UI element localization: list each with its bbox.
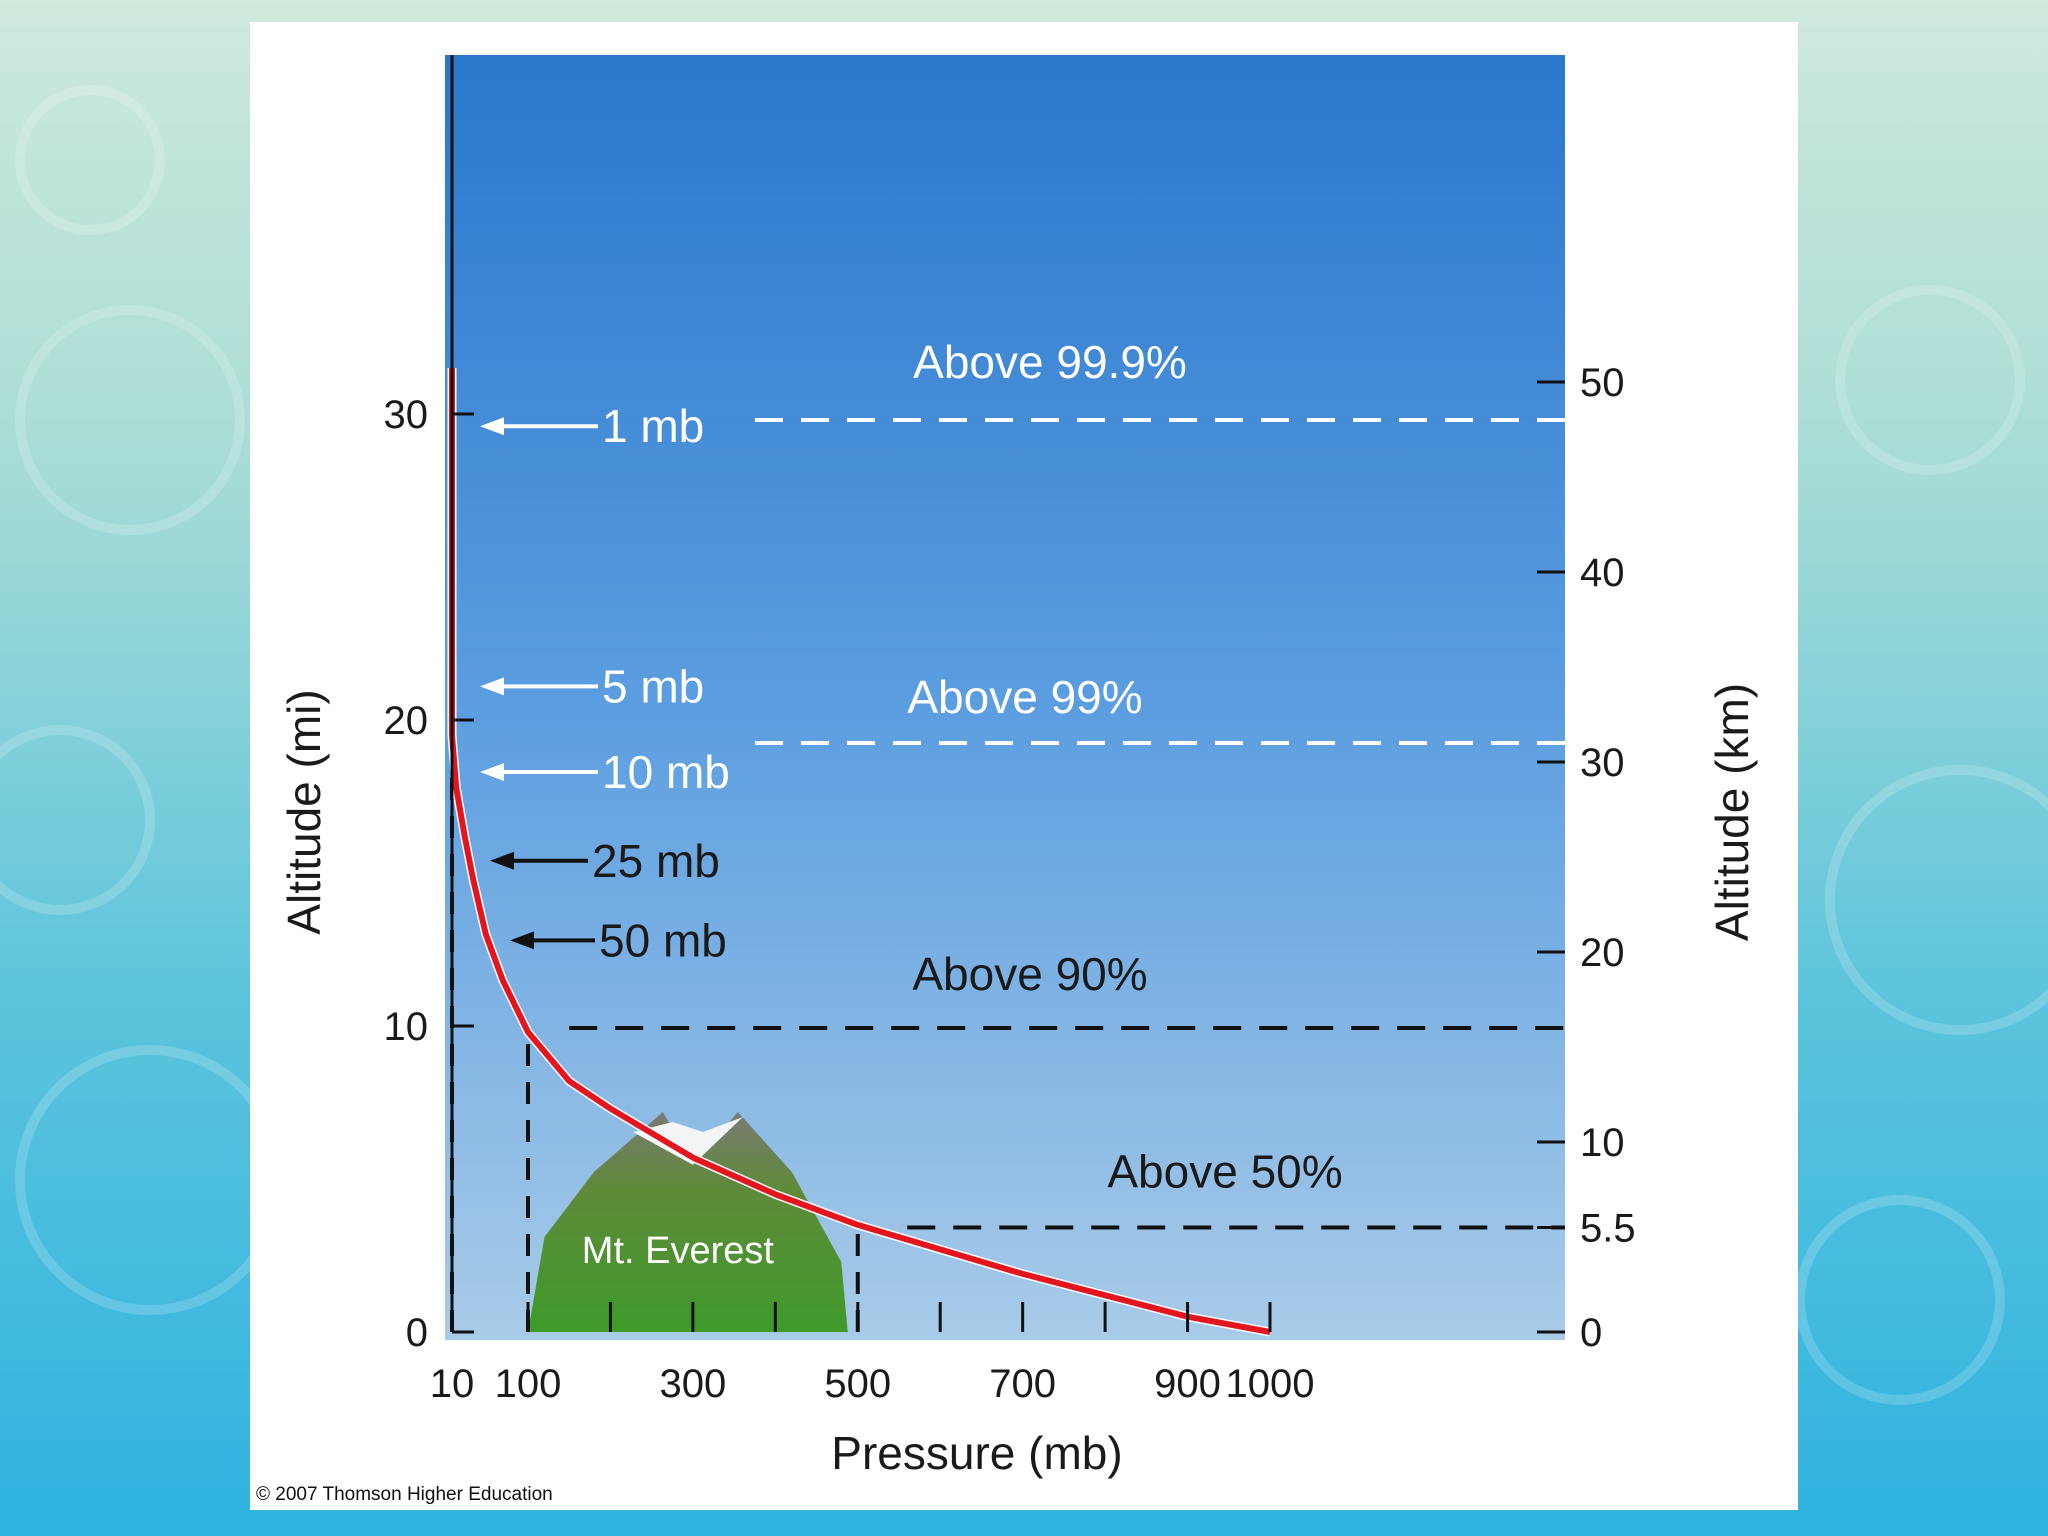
- mt-everest-label: Mt. Everest: [582, 1230, 775, 1272]
- y-right-tick-label-0: 0: [1580, 1311, 1602, 1355]
- y-right-tick-label-5.5: 5.5: [1580, 1207, 1636, 1251]
- mountain-snowcap: [632, 1117, 743, 1165]
- mountain-body: [528, 1112, 848, 1332]
- pressure-label-0: 1 mb: [602, 400, 704, 452]
- x-tick-label-900: 900: [1154, 1362, 1221, 1406]
- mountain-illustration: Mt. Everest: [528, 1112, 848, 1332]
- mass-label-3: Above 50%: [1107, 1146, 1342, 1198]
- y-left-tick-label-30: 30: [384, 393, 429, 437]
- pressure-arrow-head-3: [490, 851, 514, 870]
- x-tick-label-500: 500: [824, 1362, 891, 1406]
- x-tick-label-700: 700: [989, 1362, 1056, 1406]
- pressure-label-2: 10 mb: [602, 746, 730, 798]
- y-axis-title-left: Altitude (mi): [278, 689, 330, 934]
- pressure-markers: 1 mb 5 mb 10 mb 25 mb 50 mb: [480, 400, 730, 966]
- axes: 10 100 300 500 700 900 1000010203005.510203040…: [384, 55, 1636, 1406]
- y-left-tick-label-20: 20: [384, 699, 429, 743]
- x-tick-label-1000: 1000: [1226, 1362, 1315, 1406]
- mass-label-1: Above 99%: [907, 671, 1142, 723]
- pressure-altitude-curve: [449, 368, 1271, 1335]
- y-right-tick-label-30: 30: [1580, 741, 1625, 785]
- pressure-label-4: 50 mb: [599, 914, 727, 966]
- mass-label-0: Above 99.9%: [913, 336, 1187, 388]
- pressure-arrow-head-0: [480, 417, 504, 436]
- pressure-altitude-chart: Mt. Everest Above 99.9% Above 99% Above 90…: [278, 55, 1758, 1479]
- pressure-arrow-head-1: [480, 677, 504, 696]
- y-left-tick-label-0: 0: [406, 1311, 428, 1355]
- y-right-tick-label-40: 40: [1580, 551, 1625, 595]
- x-axis-title: Pressure (mb): [831, 1427, 1122, 1479]
- y-right-tick-label-10: 10: [1580, 1121, 1625, 1165]
- x-tick-label-300: 300: [660, 1362, 727, 1406]
- y-right-tick-label-20: 20: [1580, 931, 1625, 975]
- y-left-tick-label-10: 10: [384, 1005, 429, 1049]
- pressure-label-1: 5 mb: [602, 660, 704, 712]
- x-tick-label-10: 10: [430, 1362, 475, 1406]
- pressure-arrow-head-4: [510, 931, 534, 950]
- y-right-tick-label-50: 50: [1580, 361, 1625, 405]
- y-axis-title-right: Altitude (km): [1706, 683, 1758, 941]
- pressure-arrow-head-2: [480, 763, 504, 782]
- curve-layer: [447, 368, 1271, 1337]
- slide-card: Mt. Everest Above 99.9% Above 99% Above 90…: [250, 22, 1798, 1510]
- mass-label-2: Above 90%: [912, 948, 1147, 1000]
- pressure-label-3: 25 mb: [592, 835, 720, 887]
- copyright-notice: © 2007 Thomson Higher Education: [256, 1484, 553, 1505]
- x-tick-label-100: 100: [495, 1362, 562, 1406]
- reference-lines: Above 99.9% Above 99% Above 90% Above 50%: [450, 336, 1565, 1332]
